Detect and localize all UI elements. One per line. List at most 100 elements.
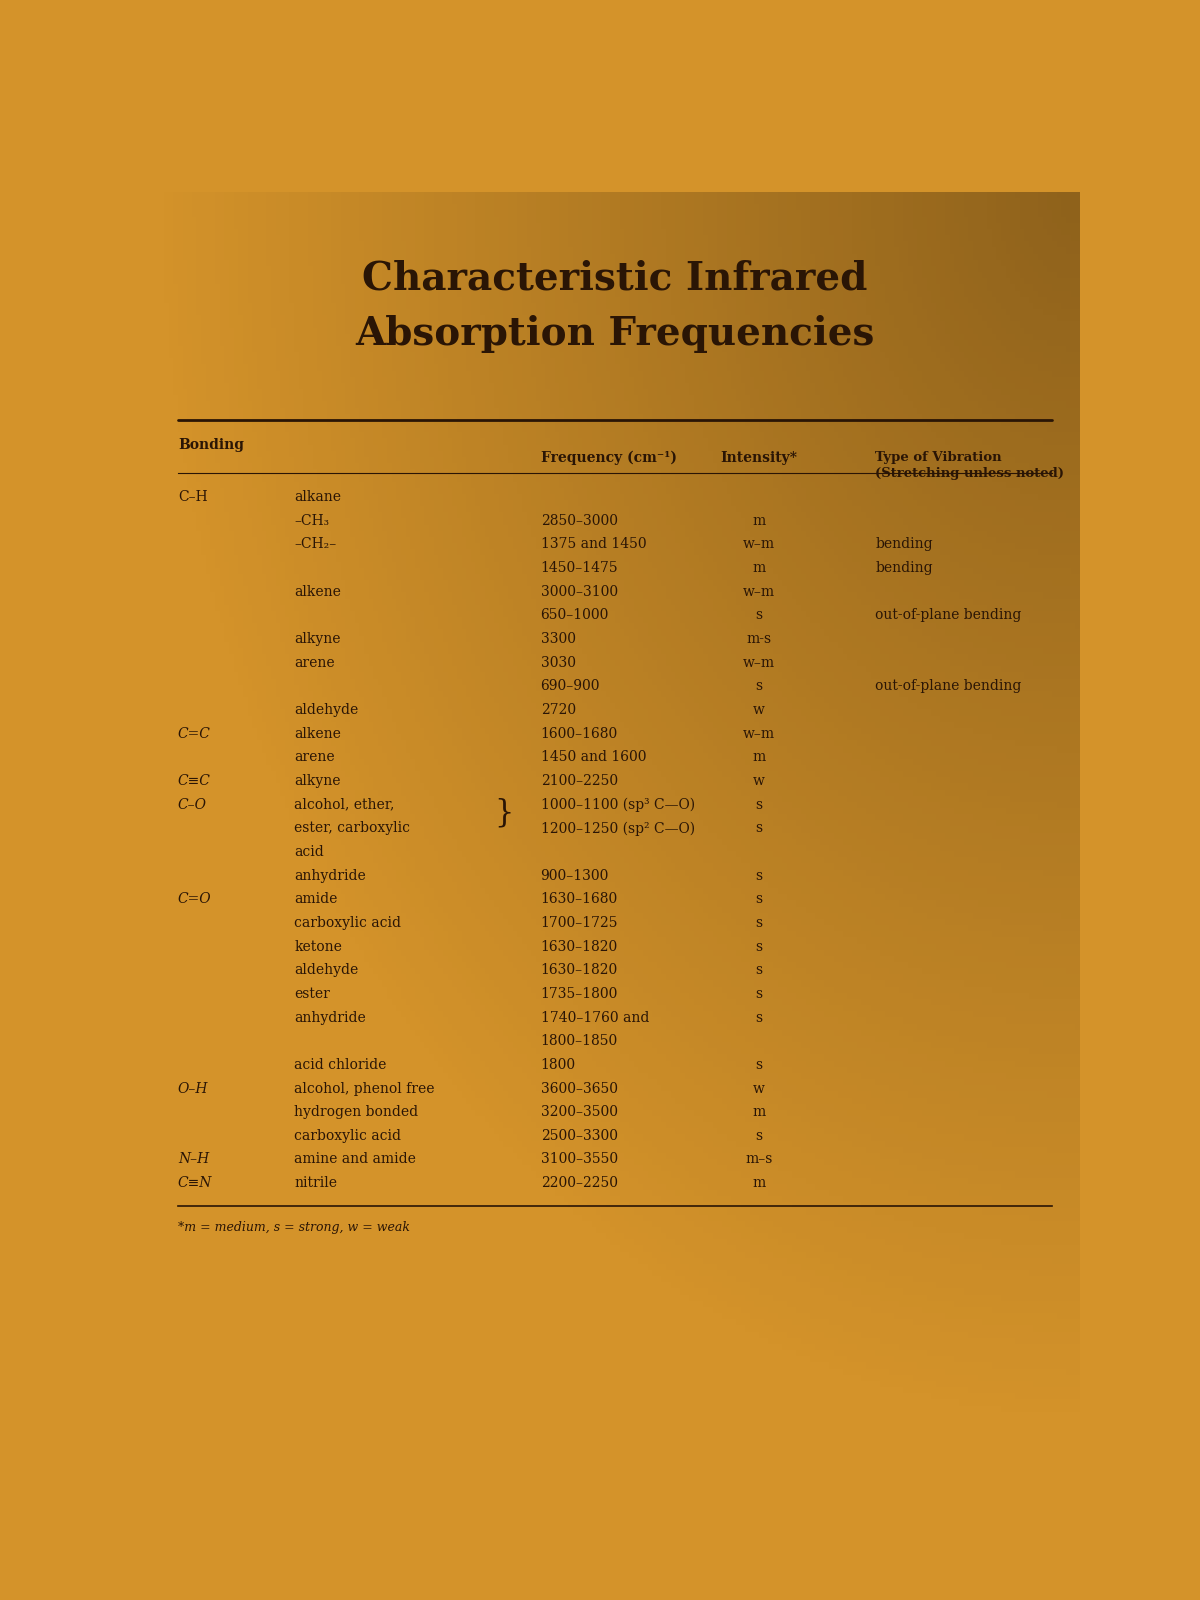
Text: w: w xyxy=(754,1082,766,1096)
Text: out-of-plane bending: out-of-plane bending xyxy=(876,608,1021,622)
Text: 3100–3550: 3100–3550 xyxy=(540,1152,618,1166)
Text: 1450–1475: 1450–1475 xyxy=(540,562,618,574)
Text: w–m: w–m xyxy=(743,726,775,741)
Text: C–O: C–O xyxy=(178,798,206,811)
Text: ketone: ketone xyxy=(294,939,342,954)
Text: nitrile: nitrile xyxy=(294,1176,337,1190)
Text: alcohol, ether,: alcohol, ether, xyxy=(294,798,395,811)
Text: s: s xyxy=(756,798,763,811)
Text: m: m xyxy=(752,750,766,765)
Text: bending: bending xyxy=(876,562,934,574)
Text: 1735–1800: 1735–1800 xyxy=(540,987,618,1002)
Text: m-s: m-s xyxy=(746,632,772,646)
Text: 1630–1820: 1630–1820 xyxy=(540,939,618,954)
Text: anhydride: anhydride xyxy=(294,1011,366,1024)
Text: m: m xyxy=(752,562,766,574)
Text: m: m xyxy=(752,514,766,528)
Text: 690–900: 690–900 xyxy=(540,680,600,693)
Text: C≡N: C≡N xyxy=(178,1176,212,1190)
Text: –CH₂–: –CH₂– xyxy=(294,538,336,552)
Text: alkane: alkane xyxy=(294,490,341,504)
Text: arene: arene xyxy=(294,656,335,670)
Text: 1375 and 1450: 1375 and 1450 xyxy=(540,538,647,552)
Text: acid: acid xyxy=(294,845,324,859)
Text: s: s xyxy=(756,869,763,883)
Text: s: s xyxy=(756,608,763,622)
Text: alkene: alkene xyxy=(294,584,341,598)
Text: m–s: m–s xyxy=(745,1152,773,1166)
Text: 2720: 2720 xyxy=(540,702,576,717)
Text: carboxylic acid: carboxylic acid xyxy=(294,915,401,930)
Text: ester: ester xyxy=(294,987,330,1002)
Text: Type of Vibration
(Stretching unless noted): Type of Vibration (Stretching unless not… xyxy=(876,451,1064,480)
Text: s: s xyxy=(756,1011,763,1024)
Text: carboxylic acid: carboxylic acid xyxy=(294,1130,401,1142)
Text: aldehyde: aldehyde xyxy=(294,702,359,717)
Text: O–H: O–H xyxy=(178,1082,209,1096)
Text: 1600–1680: 1600–1680 xyxy=(540,726,618,741)
Text: s: s xyxy=(756,1058,763,1072)
Text: s: s xyxy=(756,893,763,906)
Text: 3200–3500: 3200–3500 xyxy=(540,1106,618,1118)
Text: m: m xyxy=(752,1106,766,1118)
Text: 1800: 1800 xyxy=(540,1058,576,1072)
Text: m: m xyxy=(752,1176,766,1190)
Text: 900–1300: 900–1300 xyxy=(540,869,608,883)
Text: alcohol, phenol free: alcohol, phenol free xyxy=(294,1082,434,1096)
Text: N–H: N–H xyxy=(178,1152,209,1166)
Text: 2100–2250: 2100–2250 xyxy=(540,774,618,787)
Text: 3030: 3030 xyxy=(540,656,576,670)
Text: amine and amide: amine and amide xyxy=(294,1152,416,1166)
Text: 2850–3000: 2850–3000 xyxy=(540,514,618,528)
Text: s: s xyxy=(756,939,763,954)
Text: s: s xyxy=(756,987,763,1002)
Text: 1700–1725: 1700–1725 xyxy=(540,915,618,930)
Text: –CH₃: –CH₃ xyxy=(294,514,329,528)
Text: arene: arene xyxy=(294,750,335,765)
Text: 1630–1820: 1630–1820 xyxy=(540,963,618,978)
Text: 3000–3100: 3000–3100 xyxy=(540,584,618,598)
Text: Characteristic Infrared: Characteristic Infrared xyxy=(362,259,868,298)
Text: amide: amide xyxy=(294,893,337,906)
Text: 3300: 3300 xyxy=(540,632,576,646)
Text: 1740–1760 and: 1740–1760 and xyxy=(540,1011,649,1024)
Text: w: w xyxy=(754,774,766,787)
Text: Intensity*: Intensity* xyxy=(721,451,798,464)
Text: 3600–3650: 3600–3650 xyxy=(540,1082,618,1096)
Text: w–m: w–m xyxy=(743,656,775,670)
Text: *m = medium, s = strong, w = weak: *m = medium, s = strong, w = weak xyxy=(178,1221,410,1234)
Text: alkene: alkene xyxy=(294,726,341,741)
Text: alkyne: alkyne xyxy=(294,774,341,787)
Text: 1000–1100 (sp³ C—O): 1000–1100 (sp³ C—O) xyxy=(540,798,695,813)
Text: 1630–1680: 1630–1680 xyxy=(540,893,618,906)
Text: bending: bending xyxy=(876,538,934,552)
Text: 1450 and 1600: 1450 and 1600 xyxy=(540,750,646,765)
Text: 2200–2250: 2200–2250 xyxy=(540,1176,618,1190)
Text: alkyne: alkyne xyxy=(294,632,341,646)
Text: Frequency (cm⁻¹): Frequency (cm⁻¹) xyxy=(540,451,677,466)
Text: hydrogen bonded: hydrogen bonded xyxy=(294,1106,419,1118)
Text: s: s xyxy=(756,963,763,978)
Text: aldehyde: aldehyde xyxy=(294,963,359,978)
Text: }: } xyxy=(494,798,514,829)
Text: w–m: w–m xyxy=(743,538,775,552)
Text: anhydride: anhydride xyxy=(294,869,366,883)
Text: Bonding: Bonding xyxy=(178,438,244,453)
Text: s: s xyxy=(756,1130,763,1142)
Text: C–H: C–H xyxy=(178,490,208,504)
Text: 1800–1850: 1800–1850 xyxy=(540,1034,618,1048)
Text: w–m: w–m xyxy=(743,584,775,598)
Text: out-of-plane bending: out-of-plane bending xyxy=(876,680,1021,693)
Text: w: w xyxy=(754,702,766,717)
Text: 650–1000: 650–1000 xyxy=(540,608,608,622)
Text: 1200–1250 (sp² C—O): 1200–1250 (sp² C—O) xyxy=(540,821,695,835)
Text: C=O: C=O xyxy=(178,893,211,906)
Text: C≡C: C≡C xyxy=(178,774,211,787)
Text: acid chloride: acid chloride xyxy=(294,1058,386,1072)
Text: s: s xyxy=(756,915,763,930)
Text: ester, carboxylic: ester, carboxylic xyxy=(294,821,410,835)
Text: 2500–3300: 2500–3300 xyxy=(540,1130,618,1142)
Text: C=C: C=C xyxy=(178,726,211,741)
Text: s: s xyxy=(756,680,763,693)
Text: s: s xyxy=(756,821,763,835)
